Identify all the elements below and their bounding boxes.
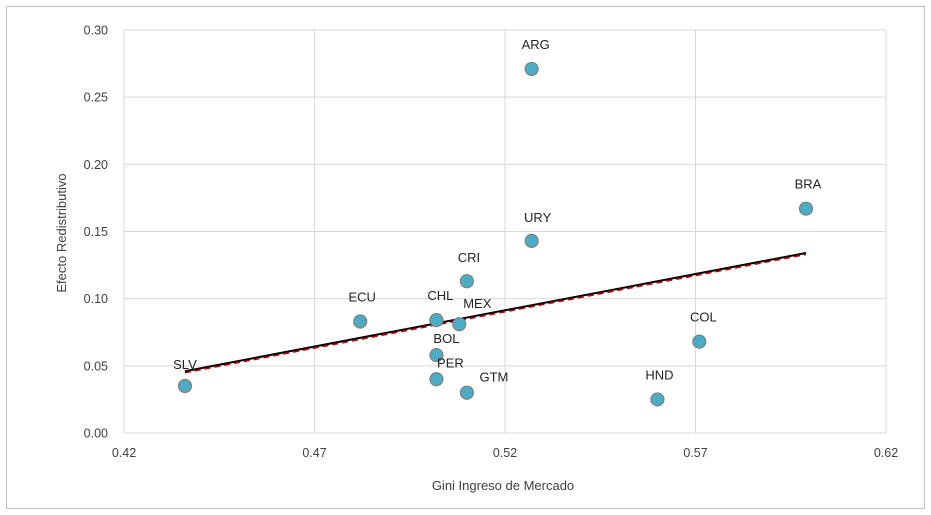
data-point-col xyxy=(692,334,707,349)
point-label-ecu: ECU xyxy=(348,290,375,305)
trendline-solid xyxy=(184,252,807,373)
y-tick-label: 0.00 xyxy=(84,427,108,441)
trendlines xyxy=(184,252,807,374)
y-tick-label: 0.20 xyxy=(84,158,108,172)
x-tick-label: 0.52 xyxy=(493,446,517,460)
point-label-bol: BOL xyxy=(433,331,459,346)
y-tick-label: 0.15 xyxy=(84,225,108,239)
x-tick-label: 0.62 xyxy=(874,446,898,460)
data-point-bol xyxy=(429,347,444,363)
point-label-col: COL xyxy=(690,310,717,325)
y-tick-label: 0.30 xyxy=(84,24,108,38)
data-point-ury xyxy=(524,233,539,249)
point-label-bra: BRA xyxy=(795,177,822,192)
data-point-per xyxy=(429,372,444,387)
data-point-hnd xyxy=(650,392,665,407)
data-point-cri xyxy=(459,274,474,289)
data-point-mex xyxy=(452,317,467,332)
x-tick-label: 0.42 xyxy=(112,446,136,460)
x-tick-label: 0.47 xyxy=(302,446,326,460)
data-point-gtm xyxy=(459,385,474,400)
y-tick-label: 0.10 xyxy=(84,292,108,306)
point-label-cri: CRI xyxy=(458,250,480,265)
data-point-bra xyxy=(798,201,814,216)
y-tick-label: 0.05 xyxy=(84,359,108,373)
x-axis-title: Gini Ingreso de Mercado xyxy=(432,478,574,493)
point-label-ury: URY xyxy=(524,210,552,225)
point-label-hnd: HND xyxy=(645,367,673,382)
point-label-gtm: GTM xyxy=(479,370,508,385)
y-axis-title: Efecto Redistributivo xyxy=(54,173,69,292)
x-tick-labels: 0.42 0.47 0.52 0.57 0.62 xyxy=(112,446,898,460)
point-label-chl: CHL xyxy=(427,288,453,303)
point-label-per: PER xyxy=(437,355,464,370)
data-point-arg xyxy=(524,61,539,77)
data-point-slv xyxy=(177,378,193,394)
point-label-mex: MEX xyxy=(463,296,492,311)
chart-frame xyxy=(6,6,925,509)
data-point-chl xyxy=(429,313,444,328)
x-tick-label: 0.57 xyxy=(683,446,707,460)
trendline-dashed xyxy=(184,253,807,374)
y-tick-label: 0.25 xyxy=(84,91,108,105)
y-tick-labels: 0.00 0.05 0.10 0.15 0.20 0.25 0.30 xyxy=(84,24,108,441)
point-label-arg: ARG xyxy=(522,37,550,52)
data-points xyxy=(177,61,814,407)
grid-lines xyxy=(123,29,887,434)
point-labels: ARG BRA URY CRI ECU CHL MEX COL BOL SLV PER GTM HND xyxy=(173,37,822,385)
data-point-ecu xyxy=(353,314,368,329)
point-label-slv: SLV xyxy=(173,357,197,372)
